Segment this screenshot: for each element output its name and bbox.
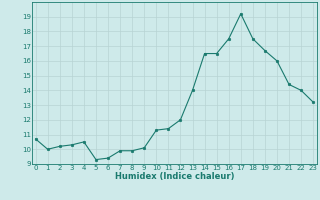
X-axis label: Humidex (Indice chaleur): Humidex (Indice chaleur) [115,172,234,181]
